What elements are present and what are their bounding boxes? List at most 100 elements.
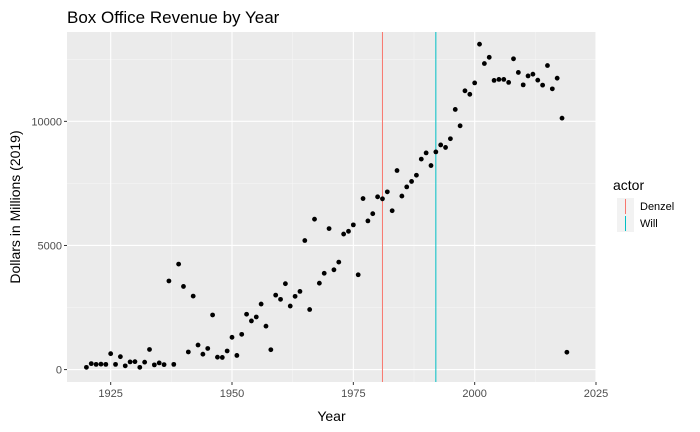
data-point xyxy=(268,347,274,353)
data-point xyxy=(525,73,531,79)
data-point xyxy=(312,216,317,222)
data-point xyxy=(278,296,283,302)
x-axis-title: Year xyxy=(317,408,346,424)
y-tick-label: 0 xyxy=(56,365,62,377)
data-point xyxy=(127,359,133,365)
data-point xyxy=(229,334,235,340)
data-point xyxy=(239,331,245,337)
data-point xyxy=(93,361,99,367)
data-point xyxy=(132,359,138,365)
data-point xyxy=(472,80,478,86)
data-point xyxy=(219,355,225,360)
data-point xyxy=(249,318,254,324)
x-tick-label: 1950 xyxy=(220,388,244,400)
data-point xyxy=(171,361,177,367)
data-point xyxy=(302,238,308,243)
plot-panel xyxy=(67,32,596,382)
data-point xyxy=(535,77,541,83)
data-point xyxy=(200,351,206,357)
data-points xyxy=(84,41,570,370)
data-point xyxy=(467,91,473,97)
data-point xyxy=(399,193,405,199)
data-point xyxy=(88,361,94,367)
data-point xyxy=(321,270,327,276)
data-point xyxy=(137,364,143,370)
data-point xyxy=(554,75,560,81)
data-point xyxy=(84,364,89,370)
x-tick-label: 2025 xyxy=(584,388,608,400)
legend-label-will: Will xyxy=(640,218,658,230)
y-tick-label: 5000 xyxy=(38,240,62,252)
data-point xyxy=(122,363,128,369)
data-point xyxy=(195,342,201,348)
data-point xyxy=(161,362,167,368)
data-point xyxy=(117,354,123,360)
data-point xyxy=(273,292,279,298)
data-point xyxy=(185,349,191,355)
data-point xyxy=(307,307,313,312)
data-point xyxy=(380,196,385,202)
data-point xyxy=(331,267,337,273)
data-point xyxy=(181,284,186,289)
data-point xyxy=(375,194,381,200)
data-point xyxy=(355,272,361,278)
data-point xyxy=(564,349,570,355)
data-point xyxy=(244,311,249,317)
data-point xyxy=(491,78,497,83)
data-point xyxy=(341,231,347,237)
data-point xyxy=(215,354,220,360)
data-point xyxy=(142,359,148,365)
data-point xyxy=(486,54,492,60)
data-point xyxy=(350,222,356,228)
y-axis: 0 5000 10000 xyxy=(31,116,67,377)
data-point xyxy=(326,226,332,231)
data-point xyxy=(549,86,555,92)
data-point xyxy=(176,261,182,267)
data-point xyxy=(360,196,366,201)
data-point xyxy=(384,189,390,195)
grid-major xyxy=(67,32,597,382)
legend-label-denzel: Denzel xyxy=(640,201,674,213)
data-point xyxy=(423,150,429,156)
data-point xyxy=(428,163,434,168)
data-point xyxy=(253,314,259,320)
grid-minor xyxy=(67,32,596,382)
actor-vlines xyxy=(381,32,437,382)
data-point xyxy=(336,259,342,265)
data-point xyxy=(346,228,351,234)
y-tick-label: 10000 xyxy=(31,116,62,128)
legend-title: actor xyxy=(613,177,644,193)
data-point xyxy=(316,280,322,286)
data-point xyxy=(457,123,463,129)
data-point xyxy=(545,63,550,68)
data-point xyxy=(205,346,211,351)
data-point xyxy=(394,168,400,173)
x-tick-label: 1975 xyxy=(341,388,365,400)
data-point xyxy=(404,184,410,190)
data-point xyxy=(98,361,104,367)
data-point xyxy=(477,41,482,47)
data-point xyxy=(438,142,444,148)
data-point xyxy=(210,312,215,318)
data-point xyxy=(113,361,118,367)
data-point xyxy=(409,179,414,184)
data-point xyxy=(297,288,303,294)
x-tick-label: 2000 xyxy=(462,388,486,400)
data-point xyxy=(540,82,546,88)
data-point xyxy=(365,218,371,224)
data-point xyxy=(443,145,448,150)
data-point xyxy=(258,301,264,307)
data-point xyxy=(370,211,376,217)
data-point xyxy=(263,323,269,329)
data-point xyxy=(520,82,526,88)
data-point xyxy=(103,361,109,367)
data-point xyxy=(452,107,458,112)
data-point xyxy=(481,61,487,66)
x-tick-label: 1925 xyxy=(98,388,122,400)
data-point xyxy=(448,136,453,142)
data-point xyxy=(501,77,507,82)
data-point xyxy=(190,293,196,299)
data-point xyxy=(224,348,230,354)
data-point xyxy=(515,70,521,75)
